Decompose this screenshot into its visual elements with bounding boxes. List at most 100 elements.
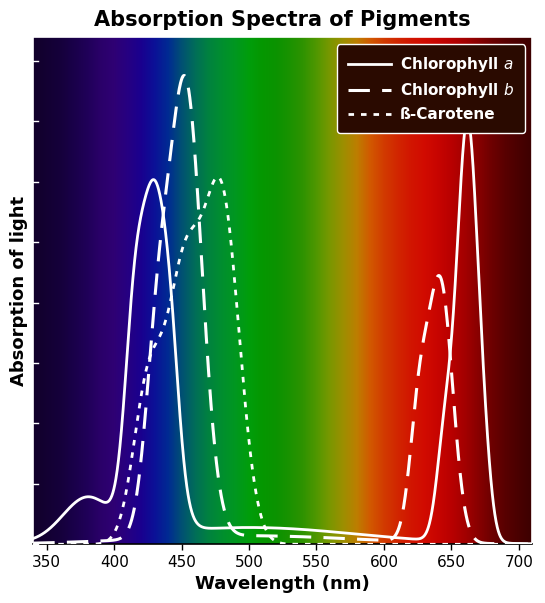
Bar [383, 37, 384, 545]
Bar [335, 37, 336, 545]
Bar [373, 37, 374, 545]
Bar [166, 37, 167, 545]
Bar [393, 37, 394, 545]
Bar [275, 37, 276, 545]
Bar [401, 37, 402, 545]
Bar [58, 37, 59, 545]
Bar [183, 37, 184, 545]
Bar [134, 37, 135, 545]
Bar [503, 37, 504, 545]
Bar [42, 37, 43, 545]
Bar [347, 37, 348, 545]
Bar [205, 37, 206, 545]
Bar [507, 37, 508, 545]
Bar [176, 37, 177, 545]
Bar [400, 37, 401, 545]
Bar [339, 37, 340, 545]
Bar [441, 37, 442, 545]
Bar [469, 37, 470, 545]
Bar [450, 37, 451, 545]
Bar [342, 37, 343, 545]
Bar [492, 37, 493, 545]
Bar [505, 37, 506, 545]
Bar [530, 37, 531, 545]
Bar [127, 37, 128, 545]
Bar [70, 37, 71, 545]
Bar [117, 37, 118, 545]
Bar [72, 37, 73, 545]
Bar [372, 37, 373, 545]
Bar [145, 37, 146, 545]
Bar [474, 37, 475, 545]
Bar [148, 37, 149, 545]
Bar [246, 37, 247, 545]
Bar [366, 37, 367, 545]
Bar [494, 37, 495, 545]
Bar [239, 37, 240, 545]
Bar [314, 37, 315, 545]
Bar [397, 37, 398, 545]
Bar [180, 37, 181, 545]
Bar [317, 37, 318, 545]
Bar [482, 37, 483, 545]
Bar [241, 37, 242, 545]
Bar [235, 37, 236, 545]
Bar [46, 37, 47, 545]
Bar [466, 37, 467, 545]
Bar [470, 37, 471, 545]
Bar [508, 37, 509, 545]
Bar [412, 37, 413, 545]
Bar [458, 37, 459, 545]
Bar [431, 37, 432, 545]
Bar [265, 37, 266, 545]
Bar [426, 37, 427, 545]
Bar [75, 37, 76, 545]
Bar [526, 37, 527, 545]
Bar [206, 37, 207, 545]
Bar [33, 37, 34, 545]
Bar [186, 37, 187, 545]
Bar [518, 37, 519, 545]
Bar [406, 37, 407, 545]
Bar [447, 37, 448, 545]
Bar [293, 37, 294, 545]
Bar [194, 37, 195, 545]
Bar [77, 37, 78, 545]
Bar [364, 37, 365, 545]
Bar [227, 37, 228, 545]
Bar [225, 37, 226, 545]
Bar [389, 37, 390, 545]
Bar [350, 37, 351, 545]
Bar [268, 37, 269, 545]
Bar [273, 37, 274, 545]
Bar [490, 37, 491, 545]
Bar [398, 37, 399, 545]
Bar [112, 37, 113, 545]
Bar [133, 37, 134, 545]
Bar [185, 37, 186, 545]
Bar [111, 37, 112, 545]
Bar [102, 37, 103, 545]
Bar [270, 37, 271, 545]
Bar [267, 37, 268, 545]
Bar [210, 37, 211, 545]
Bar [487, 37, 488, 545]
Bar [301, 37, 302, 545]
Bar [349, 37, 350, 545]
Bar [434, 37, 435, 545]
Bar [90, 37, 91, 545]
Bar [428, 37, 429, 545]
Bar [289, 37, 290, 545]
Bar [413, 37, 414, 545]
Bar [501, 37, 502, 545]
Bar [404, 37, 405, 545]
Bar [399, 37, 400, 545]
Bar [234, 37, 235, 545]
Bar [427, 37, 428, 545]
Bar [451, 37, 452, 545]
Y-axis label: Absorption of light: Absorption of light [10, 195, 28, 386]
Bar [336, 37, 337, 545]
Bar [281, 37, 282, 545]
Bar [138, 37, 140, 545]
Bar [146, 37, 147, 545]
